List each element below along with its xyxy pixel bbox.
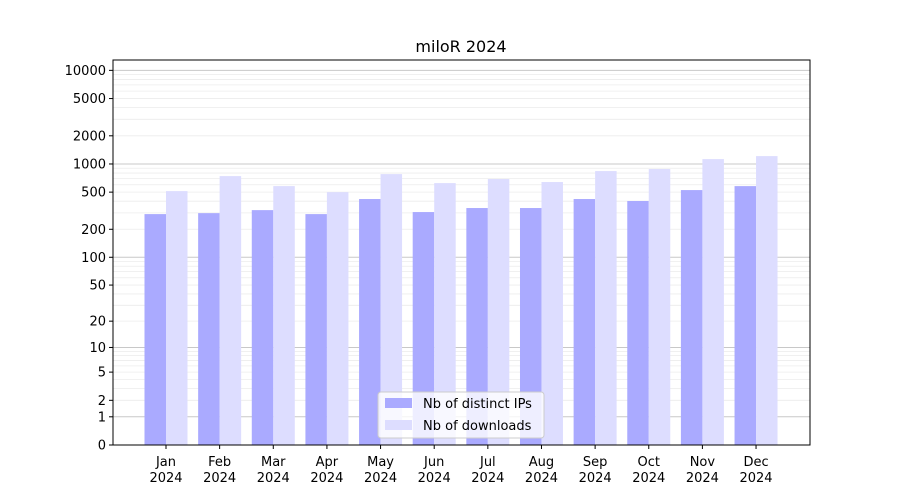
x-tick-label: Mar 2024 [257,455,290,486]
x-tick-label: Feb 2024 [203,455,236,486]
bar-ips [519,208,542,445]
y-tick-label: 1 [98,410,106,425]
x-tick-label: Jul 2024 [471,455,504,486]
bar-ips [627,200,649,445]
y-tick-label: 500 [81,186,106,201]
x-tick-label: Apr 2024 [310,455,343,486]
bar-downloads [326,192,349,445]
bar-ips [680,190,703,445]
x-tick-label: Aug 2024 [525,455,558,486]
legend: Nb of distinct IPs Nb of downloads [377,391,545,439]
bar-downloads [648,169,671,445]
bar-ips [198,213,220,445]
bar-ips [734,186,757,446]
y-tick-label: 0 [98,439,106,454]
bar-ips [251,210,274,445]
bar-downloads [166,191,188,445]
bar-ips [466,208,488,445]
y-tick-label: 100 [81,251,106,266]
y-tick-label: 10000 [65,64,106,79]
bar-ips [573,199,596,445]
legend-swatch-downloads [385,420,412,430]
chart-title: miloR 2024 [415,37,506,56]
y-tick-label: 200 [81,223,106,238]
bar-downloads [702,159,724,445]
x-tick-label: Oct 2024 [632,455,665,486]
y-tick-label: 5000 [73,92,106,107]
x-tick-label: Dec 2024 [739,455,772,486]
bar-downloads [273,186,295,446]
legend-swatch-ips [385,398,412,408]
y-tick-label: 2 [98,394,106,409]
x-tick-label: Sep 2024 [579,455,612,486]
y-tick-label: 20 [89,315,106,330]
x-tick-label: Jan 2024 [149,455,182,486]
y-tick-label: 5 [98,366,106,381]
y-tick-label: 1000 [73,157,106,172]
y-tick-label: 2000 [73,129,106,144]
bar-ips [305,214,327,445]
x-tick-label: Nov 2024 [686,455,719,486]
bar-downloads [219,176,242,445]
bar-downloads [595,171,617,445]
x-tick-label: Jun 2024 [418,455,451,486]
legend-label-downloads: Nb of downloads [423,419,532,434]
bar-downloads [756,156,778,446]
plot-frame [112,59,811,446]
x-tick-label: May 2024 [364,455,397,486]
y-tick-label: 50 [89,279,106,294]
bar-downloads [380,174,403,445]
bar-ips [412,212,435,445]
bar-downloads [487,179,510,445]
bar-ips [359,199,381,445]
y-tick-label: 10 [89,341,106,356]
bar-downloads [434,183,456,445]
legend-label-ips: Nb of distinct IPs [423,397,532,412]
bar-ips [144,214,166,445]
bar-downloads [541,182,563,445]
